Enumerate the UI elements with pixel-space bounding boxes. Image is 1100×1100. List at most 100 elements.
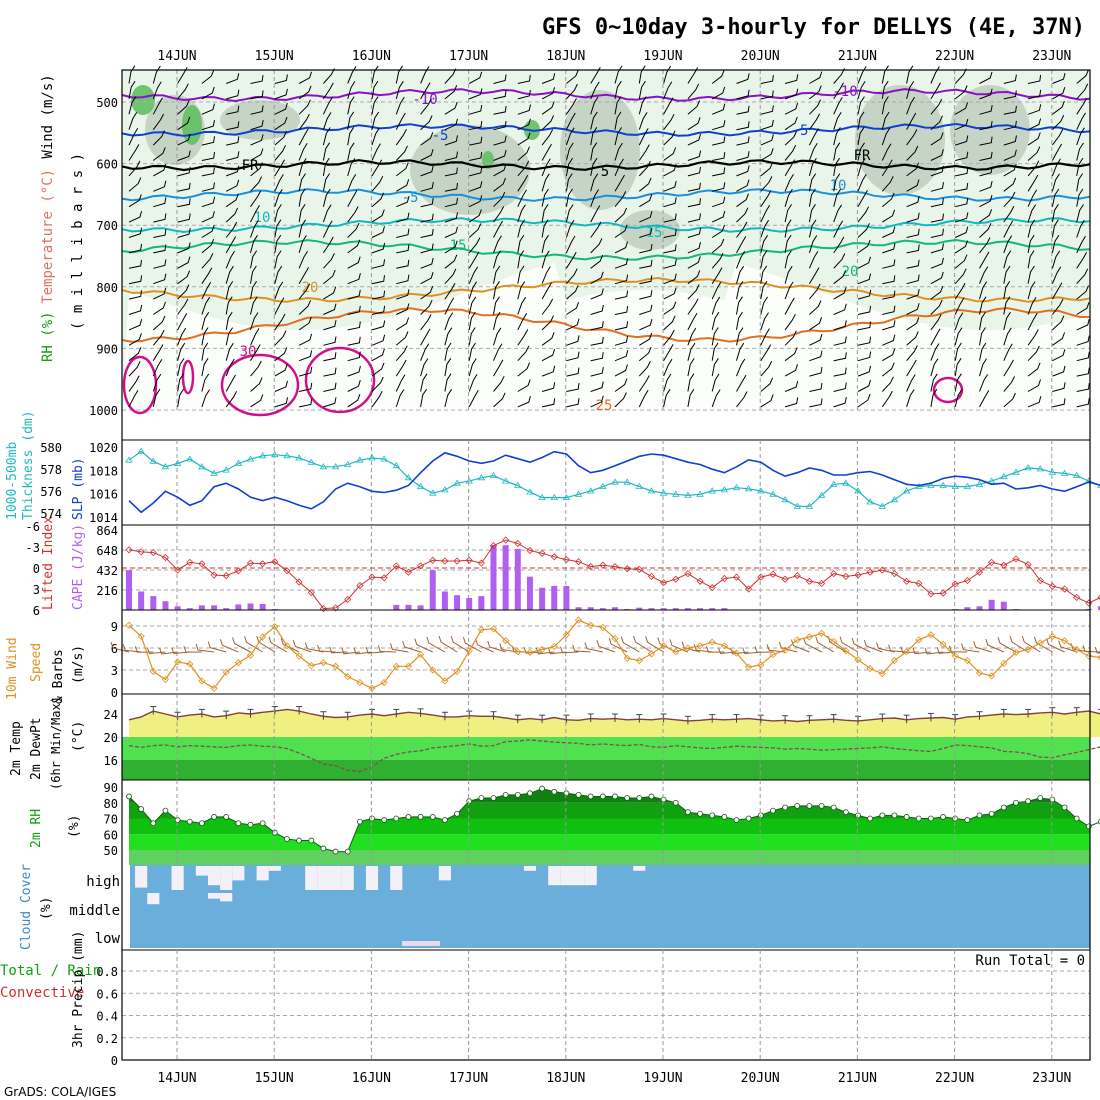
wind-barb: [808, 128, 819, 146]
wind-barb: [565, 188, 573, 207]
wind-barb: [250, 162, 263, 177]
wind-barb: [784, 174, 794, 192]
temp-ylabel-1: 2m Temp: [9, 721, 24, 776]
wind-speed-point: [842, 647, 850, 655]
wind-speed-point: [732, 649, 741, 657]
rh-point: [855, 812, 861, 819]
surface-wind-barb: [268, 636, 288, 653]
wind-barb: [639, 227, 653, 238]
wind-barb: [857, 239, 871, 254]
wind-barb: [177, 313, 188, 331]
rh-point: [527, 790, 533, 797]
thickness-point: [125, 456, 133, 463]
wind-barb: [639, 244, 653, 254]
wind-barb: [1003, 281, 1011, 300]
wind-barb: [153, 213, 167, 223]
lifted-index-point: [660, 579, 668, 587]
wind-barb: [420, 182, 434, 192]
wind-barb: [517, 345, 530, 362]
surface-wind-barb: [1046, 638, 1065, 653]
wind-barb: [493, 220, 504, 238]
thickness-point: [732, 483, 741, 491]
lifted-index-point: [562, 556, 570, 564]
wind-barb: [614, 378, 628, 392]
cloud-level-label: high: [86, 874, 120, 890]
wind-barb: [1027, 132, 1041, 146]
wind-barb: [347, 321, 361, 331]
wind-barb: [201, 296, 211, 315]
wind-barb: [857, 365, 872, 377]
wind-barb: [857, 127, 865, 146]
wind-barb: [298, 366, 313, 377]
wind-speed-point: [368, 684, 376, 692]
isotherm-label: 10: [830, 178, 847, 194]
lifted-index-point: [149, 549, 157, 557]
lifted-index-point: [502, 536, 510, 544]
wind-barb: [760, 312, 769, 331]
wind-barb: [663, 244, 677, 254]
wind-barb: [930, 66, 940, 84]
wind-barb: [201, 136, 215, 146]
rh-point: [575, 791, 582, 798]
lifted-index-point: [441, 557, 449, 565]
isotherm-label: 20: [842, 264, 859, 280]
wind-barb: [1052, 114, 1065, 131]
wind-barb: [882, 209, 896, 223]
wind-barb: [736, 311, 743, 330]
cloud-high-block: [438, 866, 451, 881]
wind-speed-point: [769, 651, 777, 659]
wind-barb: [736, 207, 749, 223]
wind-barb: [541, 250, 550, 269]
wind-barb: [371, 348, 385, 362]
wind-barb: [274, 159, 285, 177]
dewpoint-line: [128, 739, 1100, 773]
wind-barb: [930, 243, 944, 254]
rh-point: [879, 812, 886, 819]
wind-barb: [323, 352, 337, 362]
wind-barb: [274, 204, 282, 223]
wind-barb: [857, 336, 872, 346]
cloud-high-block: [329, 866, 342, 890]
thickness-point: [817, 491, 826, 498]
wind-barb: [298, 235, 307, 254]
wind-barb: [906, 359, 917, 377]
date-label-bottom: 18JUN: [546, 1071, 585, 1086]
date-label-top: 22JUN: [935, 49, 974, 64]
wind-barb: [906, 212, 920, 223]
wind-speed-point: [441, 677, 449, 685]
surface-wind-barb: [341, 647, 360, 655]
wind-barb: [760, 296, 769, 315]
lifted-index-point: [465, 556, 473, 564]
wind-barb: [1027, 89, 1042, 100]
cape-bar: [514, 548, 521, 610]
wind-barb: [396, 195, 410, 208]
wind-speed-point: [137, 632, 145, 640]
cape-tick: 216: [96, 584, 118, 598]
wind-speed-point: [161, 675, 169, 684]
wind-barb: [784, 265, 793, 284]
wind-speed-point: [538, 645, 546, 654]
surface-wind-barb: [402, 640, 421, 653]
lifted-index-point: [368, 573, 376, 581]
wind-barb: [517, 89, 531, 100]
wind-ylabel-1: 10m Wind: [5, 637, 20, 700]
thickness-point: [258, 452, 267, 459]
li-tick: -3: [26, 541, 40, 555]
wind-barb: [979, 311, 986, 330]
wind-barb: [517, 118, 531, 131]
wind-barb: [371, 390, 383, 408]
wind-barb: [590, 127, 598, 146]
wind-barb: [639, 290, 653, 300]
lifted-index-point: [246, 559, 255, 567]
wind-barb: [979, 223, 992, 238]
wind-barb: [857, 81, 866, 100]
rh-point: [502, 791, 509, 798]
wind-barb: [857, 96, 865, 115]
surface-wind-barb: [1094, 646, 1100, 654]
wind-barb: [177, 213, 191, 223]
rh-point: [976, 812, 983, 819]
lifted-index-point: [635, 565, 643, 573]
surface-wind-barb: [778, 641, 798, 653]
isotherm-label: 15: [646, 225, 663, 241]
wind-barb: [274, 297, 285, 315]
